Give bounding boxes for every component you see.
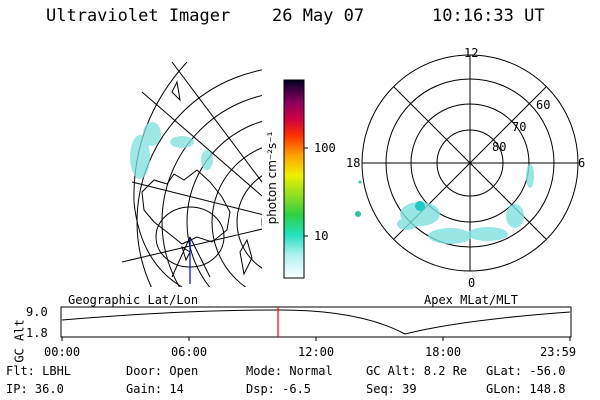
lat-label-70: 70 bbox=[512, 120, 527, 134]
mlt-label-12: 12 bbox=[464, 46, 479, 60]
color-scale: photon cm⁻²s⁻¹ bbox=[265, 79, 308, 279]
altitude-ytick-9: 9.0 bbox=[26, 305, 48, 319]
colorbar-label: photon cm⁻²s⁻¹ bbox=[265, 131, 279, 224]
time-label: 10:16:33 UT bbox=[432, 6, 545, 26]
mlt-label-0: 0 bbox=[468, 276, 476, 290]
xtick-0600: 06:00 bbox=[171, 345, 208, 359]
altitude-ylabel: GC Alt bbox=[12, 319, 27, 363]
app-title: Ultraviolet Imager bbox=[46, 6, 231, 26]
xtick-1800: 18:00 bbox=[425, 345, 462, 359]
mlt-label-6: 6 bbox=[578, 156, 586, 170]
right-panel-caption: Apex MLat/MLT bbox=[424, 293, 518, 307]
info-glon: GLon: 148.8 bbox=[486, 382, 566, 396]
info-gain: Gain: 14 bbox=[126, 382, 184, 396]
polar-plot bbox=[355, 54, 579, 272]
lat-label-80: 80 bbox=[492, 140, 507, 154]
altitude-strip bbox=[60, 306, 572, 341]
info-glat: GLat: -56.0 bbox=[486, 364, 566, 378]
info-ip: IP: 36.0 bbox=[6, 382, 64, 396]
info-gcalt: GC Alt: 8.2 Re bbox=[366, 364, 468, 378]
geographic-map bbox=[121, 62, 262, 287]
altitude-ytick-1-8: 1.8 bbox=[26, 326, 48, 340]
info-door: Door: Open bbox=[126, 364, 199, 378]
info-dsp: Dsp: -6.5 bbox=[246, 382, 312, 396]
colorbar-tick-10: 10 bbox=[314, 229, 329, 243]
xtick-1200: 12:00 bbox=[298, 345, 335, 359]
info-seq: Seq: 39 bbox=[366, 382, 417, 396]
mlt-label-18: 18 bbox=[346, 156, 361, 170]
lat-label-60: 60 bbox=[536, 98, 551, 112]
xtick-0000: 00:00 bbox=[44, 345, 81, 359]
date-label: 26 May 07 bbox=[272, 6, 365, 26]
left-panel-caption: Geographic Lat/Lon bbox=[68, 293, 199, 307]
colorbar-tick-100: 100 bbox=[314, 141, 336, 155]
info-mode: Mode: Normal bbox=[246, 364, 333, 378]
xtick-2359: 23:59 bbox=[540, 345, 577, 359]
info-flt: Flt: LBHL bbox=[6, 364, 72, 378]
